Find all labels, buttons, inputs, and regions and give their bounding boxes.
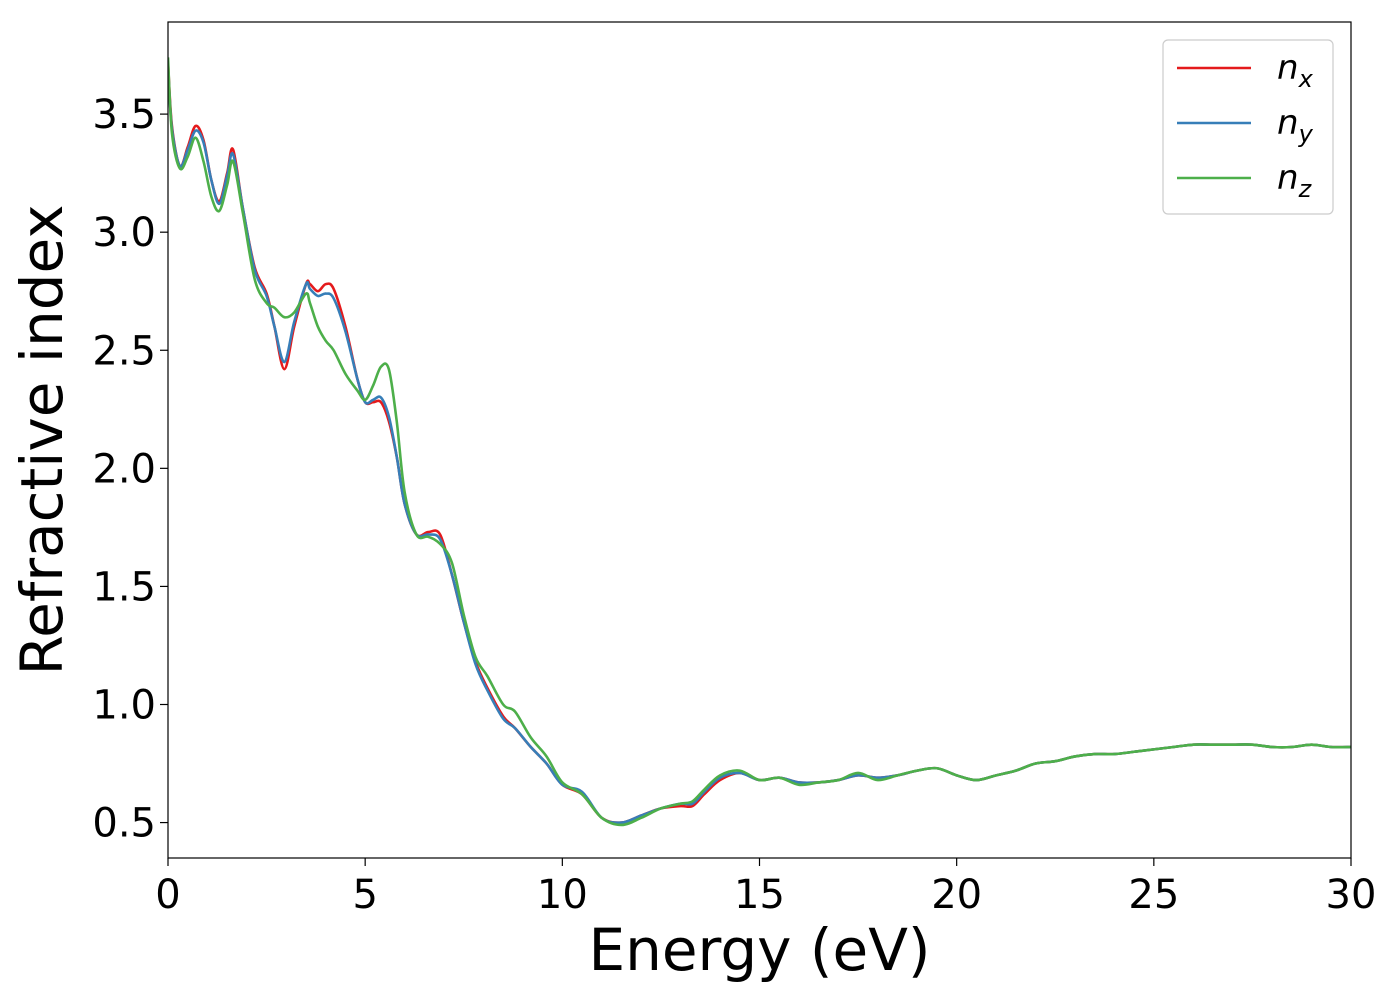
series-line-z <box>168 57 1351 827</box>
x-tick-label: 0 <box>155 872 180 918</box>
y-tick-label: 1.5 <box>92 564 156 610</box>
legend-entry-y: ny <box>1277 103 1314 148</box>
x-tick-label: 25 <box>1128 872 1179 918</box>
ticks-layer: 0 5 10 15 20 25 30 0.5 1.0 1.5 2.0 2.5 3.0 3.5 <box>92 92 1376 918</box>
y-tick-label: 3.5 <box>92 92 156 138</box>
x-tick-label: 5 <box>352 872 377 918</box>
series-layer <box>168 57 1351 827</box>
y-tick-label: 3.0 <box>92 210 156 256</box>
y-tick-label: 0.5 <box>92 801 156 847</box>
legend-entry-z: nz <box>1277 158 1313 203</box>
x-tick-label: 20 <box>931 872 982 918</box>
x-axis-label: Energy (eV) <box>588 916 930 984</box>
x-tick-label: 10 <box>537 872 588 918</box>
y-tick-label: 2.5 <box>92 328 156 374</box>
legend: nx ny nz <box>1162 39 1334 215</box>
legend-entry-x: nx <box>1277 48 1314 93</box>
legend-box <box>1162 39 1334 215</box>
x-tick-label: 15 <box>734 872 785 918</box>
y-tick-label: 2.0 <box>92 446 156 492</box>
y-axis-label: Refractive index <box>8 204 76 675</box>
y-tick-label: 1.0 <box>92 682 156 728</box>
x-tick-label: 30 <box>1326 872 1377 918</box>
